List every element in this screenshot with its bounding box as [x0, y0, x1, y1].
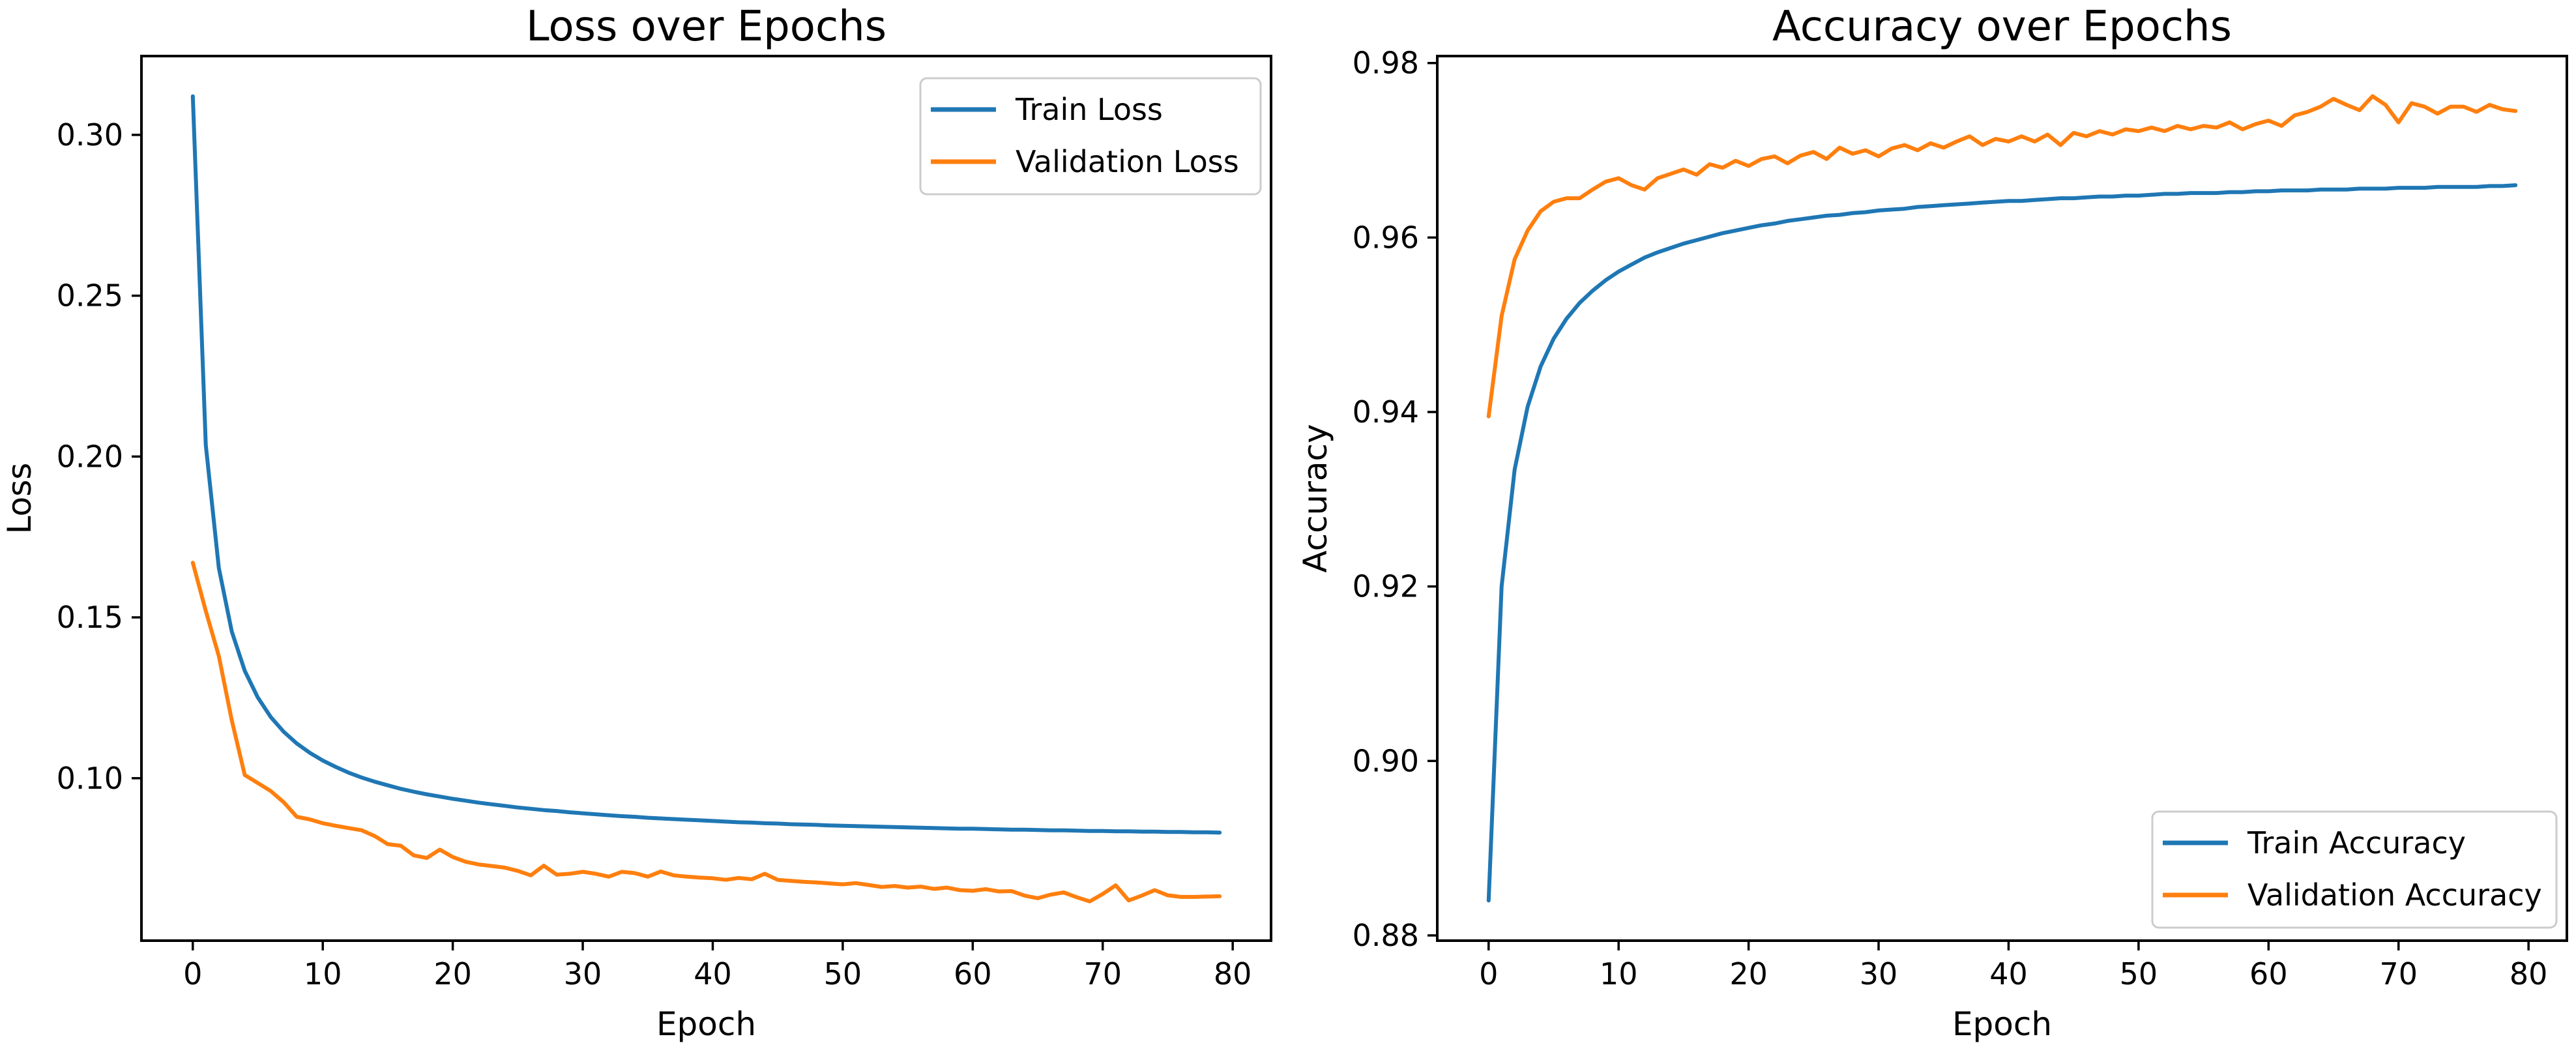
x-tick-label: 60	[954, 956, 992, 992]
x-tick-label: 80	[1214, 956, 1252, 992]
plot-area	[141, 56, 1271, 941]
x-tick-label: 80	[2510, 956, 2548, 992]
legend-entry: Train Accuracy	[2163, 825, 2466, 860]
legend-entry: Validation Accuracy	[2163, 877, 2542, 913]
legend-box	[919, 77, 1262, 196]
x-tick-label: 10	[1600, 956, 1638, 992]
x-tick-label: 60	[2249, 956, 2288, 992]
legend-entry: Validation Loss	[931, 144, 1239, 179]
x-tick-label: 70	[1083, 956, 1122, 992]
axes-spines	[1436, 55, 2568, 942]
x-tick-label: 30	[1860, 956, 1898, 992]
x-axis-label: Epoch	[656, 1005, 756, 1043]
x-tick-label: 40	[1989, 956, 2028, 992]
legend-label: Validation Loss	[1016, 144, 1239, 179]
x-tick-label: 40	[694, 956, 732, 992]
chart-title: Loss over Epochs	[526, 3, 886, 51]
train-accuracy-line	[1486, 183, 2518, 903]
y-tick-label: 0.10	[57, 761, 123, 796]
x-tick-label: 50	[824, 956, 862, 992]
x-tick-label: 30	[564, 956, 602, 992]
axes-spines	[140, 55, 1272, 942]
legend-entry: Train Loss	[931, 92, 1163, 127]
y-tick-label: 0.92	[1353, 569, 1419, 604]
y-tick-label: 0.94	[1353, 394, 1419, 430]
x-tick-label: 10	[304, 956, 342, 992]
plot-area	[1437, 56, 2567, 941]
x-tick-label: 0	[1479, 956, 1498, 992]
accuracy-chart: 0 10 20 30 40 50 60 70 80 0.88 0.90 0.92 0.94 0.96 0.9…	[1296, 3, 2568, 1043]
y-tick-label: 0.25	[57, 278, 123, 314]
y-tick-label: 0.30	[57, 117, 123, 153]
legend-label: Train Loss	[1015, 92, 1163, 127]
x-tick-label: 0	[183, 956, 202, 992]
chart-title: Accuracy over Epochs	[1772, 3, 2232, 51]
y-tick-label: 0.96	[1353, 220, 1419, 255]
x-tick-label: 70	[2379, 956, 2418, 992]
x-tick-label: 20	[433, 956, 472, 992]
y-tick-label: 0.88	[1353, 918, 1419, 953]
train-loss-line	[190, 94, 1222, 835]
x-tick-label: 50	[2120, 956, 2158, 992]
validation-accuracy-line	[1486, 94, 2518, 419]
x-axis-label: Epoch	[1952, 1005, 2052, 1043]
y-tick-label: 0.15	[57, 600, 123, 635]
legend-label: Validation Accuracy	[2247, 877, 2542, 913]
y-tick-label: 0.20	[57, 439, 123, 474]
legend-box	[2151, 810, 2558, 929]
legend: Train Accuracy Validation Accuracy	[2151, 810, 2558, 929]
validation-loss-line	[190, 561, 1222, 903]
loss-chart: 0 10 20 30 40 50 60 70 80 0.10 0.15 0.20 0.25 0.30 Los…	[1, 3, 1272, 1043]
y-tick-label: 0.90	[1353, 743, 1419, 778]
y-axis-label: Loss	[1, 463, 38, 535]
x-tick-label: 20	[1729, 956, 1768, 992]
y-axis-label: Accuracy	[1296, 424, 1334, 572]
legend-label: Train Accuracy	[2247, 825, 2466, 860]
legend: Train Loss Validation Loss	[919, 77, 1262, 196]
y-tick-label: 0.98	[1353, 46, 1419, 81]
